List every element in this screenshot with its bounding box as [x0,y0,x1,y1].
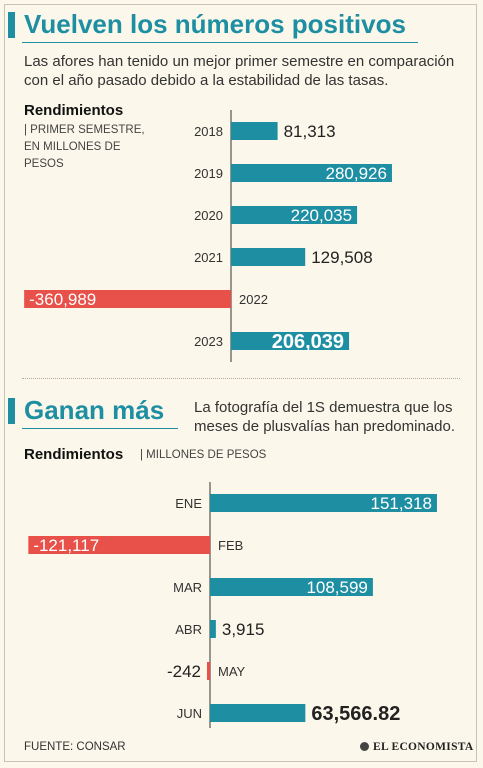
chart1-category-label: 2019 [194,166,223,181]
source-note: FUENTE: CONSAR [24,741,126,753]
chart2-value-label: -121,117 [33,536,99,555]
section-divider [22,378,460,379]
chart1-category-label: 2022 [239,292,268,307]
chart2-bar-JUN [210,704,306,722]
chart2-value-label: 108,599 [306,578,367,597]
section1-unit-note-line2: EN MILLONES DE [24,141,121,153]
section1-unit-note-line1: | PRIMER SEMESTRE, [24,124,145,136]
logo-circle-icon [360,742,369,751]
chart2-bar-FEB [28,536,211,554]
chart2-bar-ENE [210,494,437,512]
chart1-bar-2020 [231,206,358,224]
chart1-bar-2019 [231,164,392,182]
section2-chart-subtitle: Rendimientos [24,446,124,463]
chart1-value-label: 129,508 [311,248,372,267]
section2-intro-line2: meses de plusvalías han predominado. [194,418,455,435]
chart2-category-label: FEB [218,538,243,553]
publisher-logo: EL ECONOMISTA [360,741,474,753]
section1-intro-line1: Las afores han tenido un mejor primer se… [24,53,455,70]
publisher-logo-text: EL ECONOMISTA [373,741,474,753]
chart1-value-label: 280,926 [326,164,387,183]
chart1-category-label: 2018 [194,124,223,139]
chart2-bar-MAY [207,662,210,680]
chart2-category-label: ENE [175,496,202,511]
chart2-value-label: 63,566.82 [311,703,400,725]
section2-title: Ganan más [24,395,165,425]
chart1-value-label: 220,035 [291,206,352,225]
infographic-frame [4,4,477,762]
chart1-category-label: 2021 [194,250,223,265]
section1-title: Vuelven los números positivos [24,9,406,39]
chart2-value-label: 3,915 [222,620,265,639]
chart1-bar-2023 [231,332,350,350]
chart2-bar-ABR [210,620,216,638]
section2-accent-bar [8,398,15,424]
section1-accent-bar [8,12,15,38]
chart1-category-label: 2023 [194,334,223,349]
chart1-bar-2021 [231,248,306,266]
chart1-value-label: 206,039 [272,331,344,353]
chart1-category-label: 2020 [194,208,223,223]
section2-title-rule [22,428,178,429]
section1-unit-note-line3: PESOS [24,158,64,170]
chart2-category-label: MAY [218,664,246,679]
section2-unit-note: | MILLONES DE PESOS [140,449,267,461]
chart2-category-label: JUN [177,706,202,721]
chart1-bar-2018 [231,122,278,140]
section1-chart-subtitle: Rendimientos [24,102,124,119]
section1-title-rule [22,42,418,43]
chart2-value-label: -242 [167,662,201,681]
section1-intro-line2: con el año pasado debido a la estabilida… [24,72,389,89]
section2-intro-line1: La fotografía del 1S demuestra que los [194,399,453,416]
chart2-category-label: ABR [175,622,202,637]
chart2-bar-MAR [210,578,373,596]
chart2-value-label: 151,318 [371,494,432,513]
chart2-category-label: MAR [173,580,202,595]
chart1-value-label: -360,989 [29,290,96,309]
chart1-value-label: 81,313 [284,122,336,141]
chart1-bar-2022 [24,290,231,308]
